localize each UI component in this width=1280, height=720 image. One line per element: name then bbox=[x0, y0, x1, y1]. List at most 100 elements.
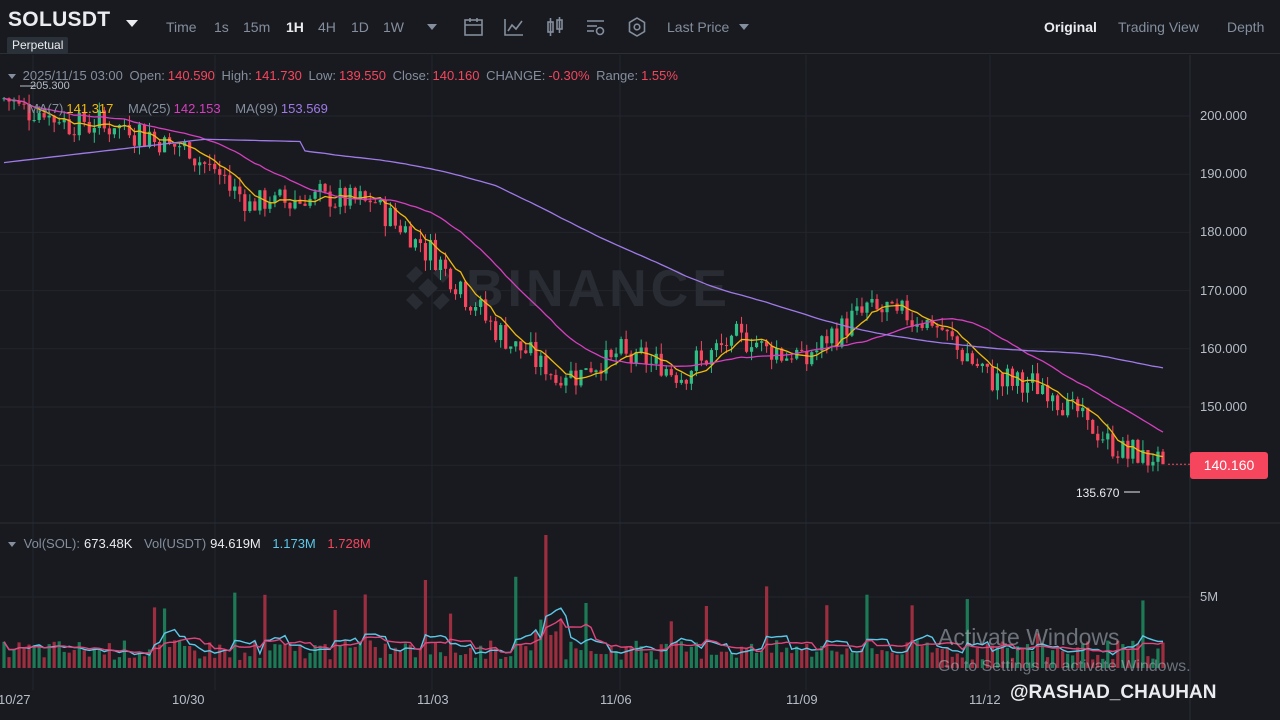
more-intervals-chevron-icon[interactable] bbox=[427, 24, 437, 30]
volume-bar bbox=[679, 641, 683, 668]
display-settings-icon[interactable] bbox=[585, 16, 607, 38]
candle bbox=[248, 194, 252, 213]
tab-depth[interactable]: Depth bbox=[1227, 19, 1265, 35]
author-credit: @RASHAD_CHAUHAN bbox=[1010, 682, 1217, 703]
interval-1s[interactable]: 1s bbox=[214, 19, 229, 35]
candle-style-icon[interactable] bbox=[544, 16, 566, 38]
price-type-selector[interactable]: Last Price bbox=[667, 19, 730, 35]
candle bbox=[283, 185, 287, 209]
candle bbox=[1136, 438, 1140, 464]
volume-bar bbox=[263, 594, 267, 668]
interval-time[interactable]: Time bbox=[166, 19, 197, 35]
candle bbox=[719, 333, 724, 353]
volume-bar bbox=[1051, 650, 1055, 668]
volume-bar bbox=[363, 594, 367, 668]
candle bbox=[664, 365, 668, 378]
price-tick: 150.000 bbox=[1200, 399, 1247, 414]
candle bbox=[1000, 372, 1005, 396]
max-price-marker: 205.300 bbox=[30, 80, 70, 92]
interval-15m[interactable]: 15m bbox=[243, 19, 271, 35]
volume-bar bbox=[413, 657, 418, 668]
symbol-selector[interactable]: SOLUSDT bbox=[8, 8, 111, 31]
volume-bar bbox=[744, 647, 749, 668]
volume-bar bbox=[930, 652, 934, 668]
volume-bar bbox=[885, 651, 889, 668]
tab-original[interactable]: Original bbox=[1044, 19, 1097, 35]
candle bbox=[554, 369, 558, 386]
candle bbox=[820, 335, 824, 359]
interval-4h[interactable]: 4H bbox=[318, 19, 336, 35]
volume-bar bbox=[960, 657, 964, 668]
volume-bar bbox=[584, 602, 588, 668]
candle bbox=[268, 196, 272, 213]
candle bbox=[67, 114, 71, 136]
candle bbox=[985, 363, 989, 374]
volume-bar bbox=[940, 649, 944, 668]
candle-date: 2025/11/15 03:00 bbox=[22, 68, 123, 83]
candle bbox=[474, 302, 478, 317]
chevron-down-icon[interactable] bbox=[126, 20, 138, 27]
volume-bar bbox=[62, 651, 66, 668]
candle bbox=[448, 267, 453, 293]
interval-1h[interactable]: 1H bbox=[286, 19, 304, 35]
candle bbox=[484, 291, 488, 324]
indicator-icon[interactable] bbox=[503, 16, 525, 38]
volume-bar bbox=[900, 654, 904, 668]
candle bbox=[509, 346, 513, 354]
price-type-chevron-icon[interactable] bbox=[739, 24, 749, 30]
candle bbox=[233, 178, 237, 199]
volume-bar bbox=[323, 644, 327, 668]
volume-bar bbox=[428, 654, 433, 668]
candle bbox=[398, 219, 402, 235]
volume-bar bbox=[403, 643, 407, 668]
collapse-volume-chevron-icon[interactable] bbox=[8, 542, 16, 548]
volume-bar bbox=[714, 654, 719, 668]
candle bbox=[243, 189, 247, 222]
volume-bar bbox=[734, 657, 739, 668]
volume-bar bbox=[77, 642, 81, 668]
volume-bar bbox=[283, 644, 287, 668]
volume-bar bbox=[378, 657, 382, 668]
interval-1w[interactable]: 1W bbox=[383, 19, 404, 35]
tab-trading-view[interactable]: Trading View bbox=[1118, 19, 1199, 35]
volume-bar bbox=[47, 644, 51, 668]
candle bbox=[970, 350, 974, 366]
candle bbox=[288, 202, 292, 217]
candle bbox=[524, 342, 528, 355]
volume-bar bbox=[1146, 656, 1150, 668]
candle bbox=[193, 158, 197, 172]
interval-1d[interactable]: 1D bbox=[351, 19, 369, 35]
calendar-icon[interactable] bbox=[463, 16, 485, 38]
volume-bar bbox=[479, 645, 483, 668]
volume-bar bbox=[805, 643, 809, 668]
volume-bar bbox=[524, 646, 528, 668]
candle bbox=[810, 350, 814, 367]
candle bbox=[995, 363, 1000, 400]
last-price-tag: 140.160 bbox=[1190, 452, 1268, 479]
candle bbox=[534, 332, 538, 375]
volume-bar bbox=[398, 651, 402, 668]
volume-tick: 5M bbox=[1200, 589, 1219, 604]
candle bbox=[92, 118, 96, 143]
volume-bar bbox=[1005, 647, 1010, 668]
candle bbox=[950, 321, 954, 341]
candle bbox=[940, 317, 944, 331]
volume-bar bbox=[494, 648, 498, 668]
date-tick: 11/09 bbox=[786, 692, 818, 707]
candle bbox=[52, 114, 56, 133]
candle bbox=[27, 94, 31, 131]
volume-bar bbox=[775, 640, 779, 668]
candle bbox=[343, 186, 347, 214]
candle bbox=[599, 362, 603, 381]
candle bbox=[965, 343, 969, 362]
candle bbox=[142, 123, 147, 148]
collapse-chevron-icon[interactable] bbox=[8, 74, 16, 80]
volume-bar bbox=[549, 634, 553, 668]
volume-bar bbox=[925, 642, 929, 668]
candle bbox=[152, 128, 157, 148]
settings-icon[interactable] bbox=[626, 16, 648, 38]
volume-bar bbox=[1000, 641, 1005, 668]
candle bbox=[1081, 397, 1085, 418]
candle bbox=[589, 361, 593, 374]
